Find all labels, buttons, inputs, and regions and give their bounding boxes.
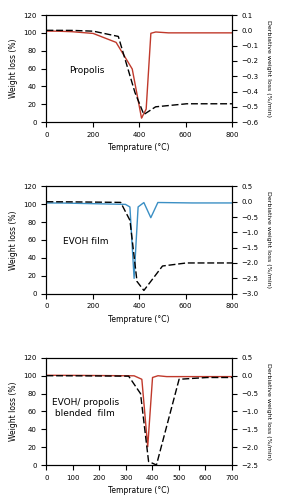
Text: Propolis: Propolis	[70, 66, 105, 75]
Y-axis label: Derbiative weight loss (%/min): Derbiative weight loss (%/min)	[266, 192, 271, 288]
X-axis label: Temprature (°C): Temprature (°C)	[108, 315, 170, 324]
X-axis label: Temprature (°C): Temprature (°C)	[108, 486, 170, 496]
Text: EVOH film: EVOH film	[63, 238, 108, 246]
X-axis label: Temprature (°C): Temprature (°C)	[108, 144, 170, 152]
Y-axis label: Derbiative weight loss (%/min): Derbiative weight loss (%/min)	[266, 20, 271, 117]
Y-axis label: Weight loss (%): Weight loss (%)	[9, 210, 18, 270]
Y-axis label: Derbiative weight loss (%/min): Derbiative weight loss (%/min)	[266, 363, 271, 460]
Text: EVOH/ propolis
 blended  film: EVOH/ propolis blended film	[52, 398, 119, 418]
Y-axis label: Weight loss (%): Weight loss (%)	[9, 39, 18, 98]
Y-axis label: Weight loss (%): Weight loss (%)	[9, 382, 18, 441]
